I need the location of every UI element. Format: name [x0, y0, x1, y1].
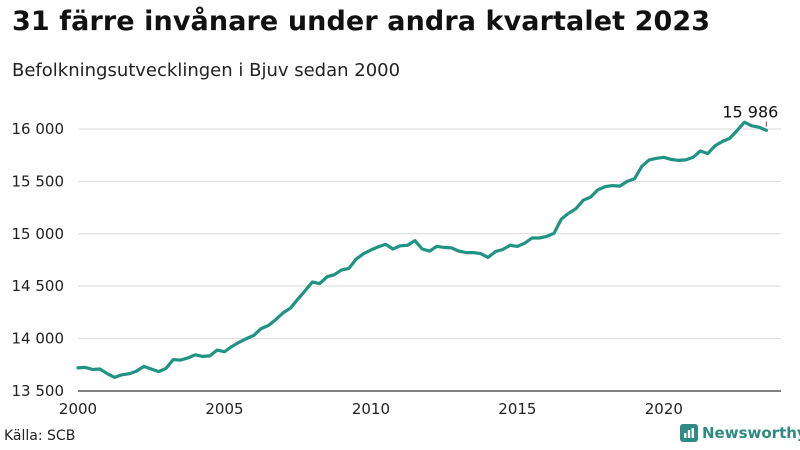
gridlines: [78, 128, 781, 392]
chart-subtitle: Befolkningsutvecklingen i Bjuv sedan 200…: [12, 60, 401, 81]
y-tick-label: 13 500: [12, 382, 65, 400]
x-tick-label: 2020: [645, 400, 683, 418]
brand-name: Newsworthy: [702, 424, 800, 442]
y-tick-label: 15 000: [12, 225, 65, 243]
x-tick-label: 2010: [352, 400, 390, 418]
x-tick-label: 2000: [59, 400, 97, 418]
y-tick-label: 16 000: [12, 120, 65, 138]
x-tick-label: 2005: [205, 400, 243, 418]
x-axis-tick-labels: 2000 2005 2010 2015 2020: [59, 400, 683, 418]
x-tick-label: 2015: [498, 400, 536, 418]
brand-logo: Newsworthy: [680, 424, 800, 442]
y-tick-label: 14 500: [12, 277, 65, 295]
source-note: Källa: SCB: [4, 428, 76, 444]
annotation-label: 15 986: [722, 102, 778, 121]
chart-title: 31 färre invånare under andra kvartalet …: [12, 6, 711, 37]
y-axis-tick-labels: 13 500 14 000 14 500 15 000 15 500 16 000: [12, 120, 65, 400]
y-tick-label: 15 500: [12, 172, 65, 190]
y-tick-label: 14 000: [12, 330, 65, 348]
population-line: [76, 120, 768, 379]
newsworthy-logo-icon: [680, 424, 698, 442]
